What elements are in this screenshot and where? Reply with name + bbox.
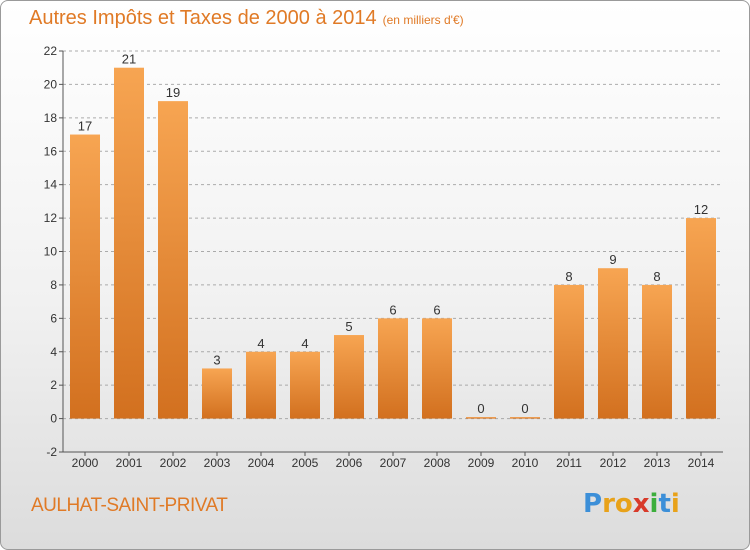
x-tick-label: 2000 (72, 456, 99, 470)
y-tick-label: 8 (50, 278, 57, 292)
chart-unit: (en milliers d'€) (382, 13, 464, 27)
bar (334, 335, 364, 419)
y-tick-label: 16 (44, 144, 58, 158)
axes: -2 0 2 4 6 8 10 12 14 16 18 20 22 (44, 44, 723, 459)
logo-letter: r (602, 489, 615, 519)
bar (598, 268, 628, 419)
x-tick-label: 2009 (468, 456, 495, 470)
x-tick-label: 2014 (688, 456, 715, 470)
y-tick-label: 12 (44, 211, 58, 225)
y-tick-label: 10 (44, 245, 58, 259)
y-tick-label: 0 (50, 412, 57, 426)
bar (70, 134, 100, 419)
x-tick-label: 2003 (204, 456, 231, 470)
bar (202, 368, 232, 419)
bar (686, 218, 716, 419)
x-tick-label: 2010 (512, 456, 539, 470)
proxiti-logo[interactable]: Proxiti (583, 489, 680, 519)
bar (466, 417, 496, 419)
bar (114, 67, 144, 419)
bar (642, 284, 672, 419)
value-label: 4 (301, 336, 308, 351)
value-label: 21 (122, 52, 136, 67)
bars (70, 67, 716, 419)
labels: 17 2000 21 2001 19 2002 3 2003 4 2004 4 2005 5 2006 6 2… (72, 52, 715, 470)
x-tick-label: 2011 (556, 456, 582, 470)
value-label: 5 (345, 319, 352, 334)
y-tick-label: 22 (44, 44, 58, 58)
value-label: 3 (213, 352, 220, 367)
x-tick-label: 2012 (600, 456, 627, 470)
logo-letter: i (670, 489, 680, 519)
chart-title-text: Autres Impôts et Taxes de 2000 à 2014 (29, 7, 377, 29)
bar (554, 284, 584, 419)
x-tick-label: 2002 (160, 456, 187, 470)
value-label: 0 (477, 401, 484, 416)
bar (158, 101, 188, 419)
x-tick-label: 2013 (644, 456, 671, 470)
value-label: 19 (166, 85, 180, 100)
x-tick-label: 2007 (380, 456, 407, 470)
value-label: 9 (609, 252, 616, 267)
y-tick-label: 2 (50, 378, 57, 392)
value-label: 0 (521, 401, 528, 416)
value-label: 4 (257, 336, 264, 351)
logo-letter: t (658, 489, 671, 519)
value-label: 6 (433, 302, 440, 317)
x-tick-label: 2004 (248, 456, 275, 470)
x-tick-label: 2008 (424, 456, 451, 470)
y-tick-label: 18 (44, 111, 58, 125)
logo-letter: P (583, 489, 603, 519)
value-label: 8 (653, 269, 660, 284)
logo-letter: o (614, 489, 633, 519)
logo-letter: x (632, 489, 650, 519)
bar (510, 417, 540, 419)
value-label: 8 (565, 269, 572, 284)
bar (422, 318, 452, 419)
x-tick-label: 2001 (116, 456, 143, 470)
bar (290, 351, 320, 419)
chart-title: Autres Impôts et Taxes de 2000 à 2014 (en… (29, 7, 464, 30)
y-tick-label: 14 (44, 178, 58, 192)
y-tick-label: 4 (50, 345, 57, 359)
bar (246, 351, 276, 419)
x-tick-label: 2005 (292, 456, 319, 470)
value-label: 17 (78, 119, 92, 134)
y-tick-label: 20 (44, 77, 58, 91)
y-tick-label: 6 (50, 311, 57, 325)
y-tick-label: -2 (46, 445, 57, 459)
x-tick-label: 2006 (336, 456, 363, 470)
bar (378, 318, 408, 419)
commune-name: AULHAT-SAINT-PRIVAT (31, 495, 228, 516)
logo-letter: i (649, 489, 659, 519)
value-label: 12 (694, 202, 708, 217)
value-label: 6 (389, 302, 396, 317)
